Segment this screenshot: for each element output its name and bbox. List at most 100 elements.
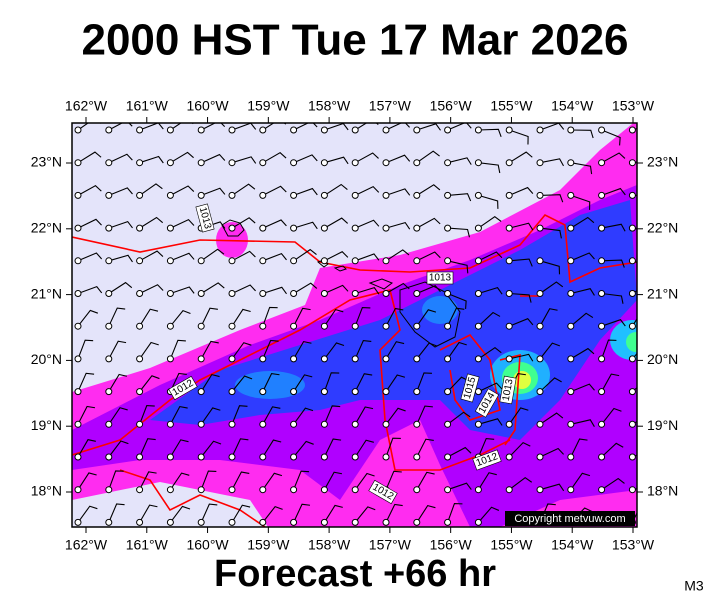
wind-barb <box>601 339 617 360</box>
wind-barb <box>509 258 533 267</box>
isobar-label: 1013 <box>499 375 517 405</box>
wind-barb <box>77 286 103 295</box>
station <box>228 518 236 526</box>
station <box>474 420 482 428</box>
map-title: 2000 HST Tue 17 Mar 2026 <box>81 16 628 65</box>
wind-barb <box>108 254 133 263</box>
wind-barb <box>478 382 503 393</box>
wind-barb <box>108 407 128 425</box>
wind-barb <box>139 341 159 360</box>
wind-barb <box>262 439 282 458</box>
station <box>567 388 575 396</box>
station <box>413 224 421 232</box>
wind-barb <box>601 373 620 392</box>
station <box>290 355 298 363</box>
wind-barb <box>262 505 283 523</box>
lon-label-top: 158°W <box>308 98 351 114</box>
wind-barb <box>231 471 250 490</box>
wind-barb <box>354 340 372 360</box>
station <box>505 486 513 494</box>
wind-barb <box>108 220 133 229</box>
station <box>536 322 544 330</box>
station <box>474 290 482 297</box>
wind-barb <box>293 154 318 164</box>
lat-label-right: 18°N <box>647 483 678 499</box>
station <box>567 322 575 330</box>
wind-barb <box>262 123 287 131</box>
station <box>413 257 421 265</box>
wind-barb <box>385 341 405 360</box>
wind-barb <box>539 227 562 239</box>
copyright: Copyright metvuw.com <box>514 513 625 525</box>
wind-barb <box>416 251 441 262</box>
wind-barb <box>323 342 345 360</box>
station <box>197 420 205 428</box>
station <box>474 191 482 199</box>
lat-label-right: 20°N <box>647 351 678 367</box>
wind-barb <box>231 504 251 523</box>
wind-barb <box>416 504 436 523</box>
wind-barb <box>262 152 287 164</box>
lat-label-left: 18°N <box>31 483 62 499</box>
station <box>628 191 636 199</box>
station <box>136 126 144 134</box>
station <box>536 290 544 297</box>
wind-barb <box>477 472 497 490</box>
station <box>197 486 205 494</box>
station <box>166 224 174 232</box>
wind-barb <box>508 318 534 327</box>
station <box>413 453 421 461</box>
station <box>136 486 144 494</box>
station <box>536 355 544 363</box>
wind-barb <box>570 438 588 458</box>
wind-barb <box>293 123 318 131</box>
station <box>628 290 636 297</box>
wind-barb <box>601 407 622 425</box>
station <box>259 453 267 461</box>
isobar-label: 1015 <box>460 373 480 403</box>
isobar-label-text: 1013 <box>501 378 516 402</box>
isobar-label-box <box>168 375 198 401</box>
station <box>505 322 513 330</box>
wind-barb <box>385 188 411 196</box>
wind-barb <box>293 307 311 327</box>
wind-barb <box>170 151 194 164</box>
wind-barb <box>478 287 503 295</box>
wind-barb <box>200 282 225 294</box>
station <box>228 355 236 363</box>
wind-barb <box>231 250 256 262</box>
wind-barb <box>77 472 97 490</box>
wind-barb <box>108 340 127 360</box>
wind-barb <box>139 123 164 131</box>
station <box>536 388 544 396</box>
wind-barb <box>570 162 593 175</box>
wind-barb <box>169 310 191 327</box>
station <box>166 420 174 428</box>
wind-barb <box>231 342 252 360</box>
wind-barb <box>416 123 441 131</box>
station <box>598 486 606 494</box>
lat-label-right: 21°N <box>647 285 678 301</box>
wind-barb <box>200 503 218 523</box>
station <box>505 420 513 428</box>
wind-barb <box>570 419 595 427</box>
station <box>505 257 513 265</box>
wind-barb <box>508 441 531 458</box>
station <box>413 322 421 330</box>
station <box>628 486 636 494</box>
station <box>474 518 482 526</box>
station <box>290 453 298 461</box>
wind-barb <box>169 439 189 458</box>
lon-label-bottom: 159°W <box>247 537 290 553</box>
station <box>320 191 328 199</box>
station <box>567 486 575 494</box>
station <box>290 224 298 232</box>
wind-barb <box>200 470 217 490</box>
station <box>536 257 544 265</box>
station <box>536 159 544 167</box>
lon-label-top: 157°W <box>369 98 412 114</box>
station <box>259 257 267 265</box>
station <box>228 420 236 428</box>
wind-barb <box>293 374 313 392</box>
